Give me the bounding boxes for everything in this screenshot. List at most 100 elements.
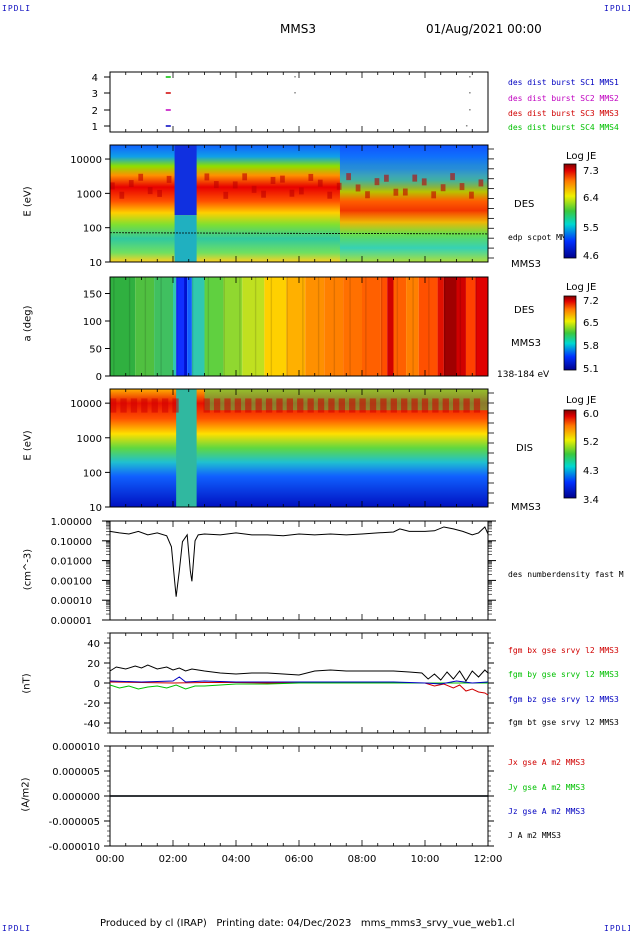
pitch-angle-stripe [475,277,477,376]
dis-energy-stripe [172,398,179,413]
des-energy-colorbar-title: Log JE [566,151,597,162]
dis-energy-ytick-label: 10 [89,503,102,514]
dis-energy-stripe [317,398,325,413]
time-tick-label: 12:00 [474,854,503,865]
pitch-angle-column [223,277,243,376]
des-pitch-right-label: DES [514,305,535,316]
time-tick-label: 08:00 [348,854,377,865]
pitch-angle-column [154,277,173,376]
dis-energy-stripe [380,398,387,413]
pitch-angle-stripe [270,277,273,376]
des-energy-stripe [393,188,399,196]
pitch-angle-stripe [254,277,257,376]
pitch-angle-column [343,277,362,376]
des-energy-stripe [336,182,342,190]
bfield-series-3 [109,664,489,682]
dis-energy-colorbar-title: Log JE [566,395,597,406]
current-ytick-label: -0.000005 [49,817,100,828]
des-energy-stripe [440,184,446,192]
pitch-angle-column [387,277,394,376]
des-energy-stripe [223,191,229,199]
density-ytick-label: 0.00100 [51,576,92,587]
des-energy-stripe [242,173,248,181]
colorbar-tick: 6.4 [583,193,599,204]
pitch-angle-stripe [459,277,462,376]
current-label-jx: Jx gse A m2 MMS3 [508,758,586,767]
time-tick-label: 06:00 [285,854,314,865]
burst-label-sc2: des dist burst SC2 MMS2 [508,94,619,103]
colorbar-2 [563,295,577,371]
pitch-angle-stripe [160,277,162,376]
dis-energy-stripe [130,398,138,413]
dis-energy-stripe [161,398,169,413]
dis-energy-stripe [349,398,356,413]
burst-label-sc3: des dist burst SC3 MMS3 [508,109,619,118]
pitch-angle-stripe [113,277,115,376]
des-pitch-colorbar-title: Log JE [566,282,597,293]
pitch-angle-stripe [317,277,320,376]
pitch-angle-stripe [239,277,241,376]
des-energy-stripe [280,175,285,183]
bfield-label-bx: fgm bx gse srvy l2 MMS3 [508,646,619,655]
colorbar-tick: 7.2 [583,296,599,307]
des-energy-dropout-low [174,215,197,262]
burst-dot [469,109,471,111]
dis-energy-stripe [234,398,242,413]
des-energy-stripe [270,176,276,184]
colorbar-tick: 4.6 [583,251,599,262]
burst-ytick-label: 4 [92,73,98,84]
colorbar-tick: 3.4 [583,495,599,506]
pitch-angle-stripe [176,277,178,376]
bfield-ytick-label: 20 [87,659,100,670]
pitch-angle-column [456,277,466,376]
current-ytick-label: 0.000005 [52,767,100,778]
burst-dot [294,92,296,94]
burst-frame [109,71,489,133]
dis-energy-stripe [473,398,481,413]
current-ytick-label: -0.000010 [49,842,100,853]
des-energy-stripe [365,191,370,199]
des-energy-stripe [317,179,323,187]
dis-energy-stripe [359,398,366,413]
dis-energy-stripe [265,398,273,413]
bfield-series-1 [109,682,488,690]
dis-energy-ytick-label: 10000 [70,399,102,410]
date-title: 01/Aug/2021 00:00 [426,22,542,36]
current-label-j: J A m2 MMS3 [508,831,561,840]
pitch-angle-column [393,277,407,376]
pitch-angle-column [173,277,177,376]
burst-dot [294,76,296,78]
dis-energy-stripe [369,398,377,413]
pitch-angle-stripe [223,277,225,376]
dis-energy-stripe [286,398,294,413]
pitch-angle-column [135,277,155,376]
des-pitch-ytick-label: 150 [83,290,102,301]
pitch-angle-column [475,277,488,376]
des-energy-stripe [431,191,437,199]
pitch-angle-stripe [428,277,430,376]
pitch-angle-column [264,277,287,376]
density-ytick-label: 0.01000 [51,557,92,568]
des-energy-stripe [138,173,144,181]
des-energy-stripe [147,187,153,195]
corner-label-bottom-right: IPDLI [604,924,630,933]
colorbar-tick: 5.2 [583,437,599,448]
bfield-ytick-label: -40 [84,719,100,730]
pitch-angle-column [204,277,224,376]
pitch-angle-column [443,277,457,376]
des-energy-stripe [128,180,134,188]
des-energy-stripe [299,187,304,195]
des-pitch-ytick-label: 100 [83,317,102,328]
des-energy-stripe [412,174,418,182]
density-series [109,526,489,597]
burst-dot [469,76,471,78]
pitch-angle-column [176,277,185,376]
pitch-angle-column [437,277,444,376]
dis-energy-stripe [213,398,221,413]
des-pitch-ytick-label: 50 [89,345,102,356]
current-label-jz: Jz gse A m2 MMS3 [508,807,586,816]
pitch-angle-column [110,277,136,376]
dis-energy-right-label: DIS [516,443,533,454]
burst-ytick-label: 3 [92,89,98,100]
dis-energy-stripe [390,398,397,413]
